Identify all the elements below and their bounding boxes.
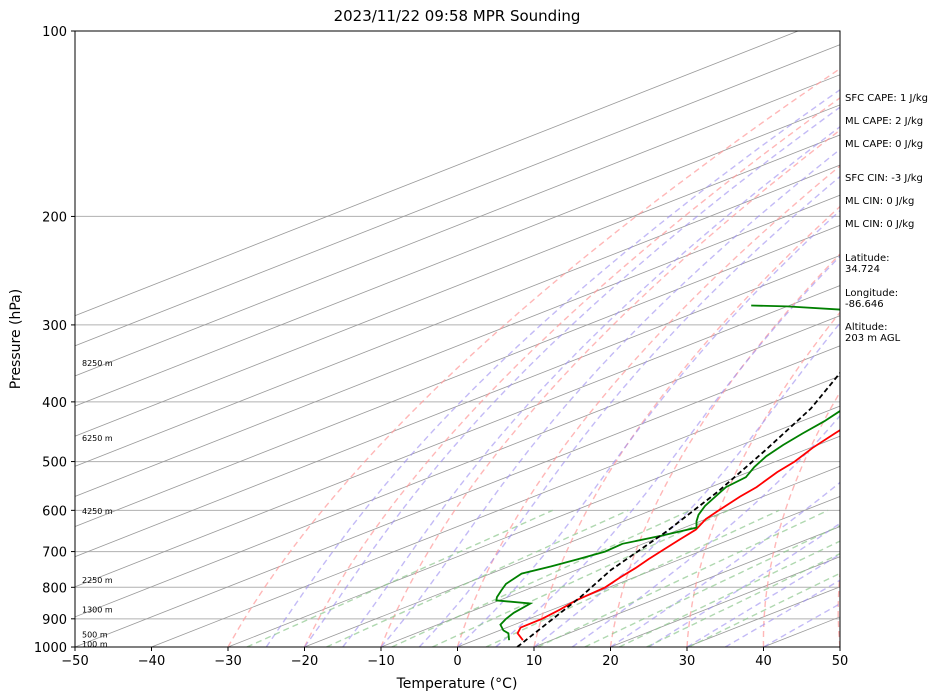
isotherm-line [75, 345, 840, 647]
moist-adiabat-line [303, 106, 840, 647]
x-tick-label: 30 [679, 654, 696, 669]
height-label: 6250 m [82, 434, 113, 443]
y-tick-label: 200 [42, 210, 67, 225]
moist-adiabat-line [495, 255, 840, 647]
dry-adiabat-line [303, 97, 840, 647]
y-tick-label: 600 [42, 504, 67, 519]
dry-adiabat-line [609, 253, 840, 647]
height-label: 500 m [82, 631, 108, 640]
x-tick-label: −40 [138, 654, 165, 669]
isotherm-line [457, 495, 840, 647]
dry-adiabat-line [686, 311, 840, 647]
isotherm-line [75, 164, 840, 467]
isotherm-line [75, 104, 840, 407]
isotherm-line [75, 134, 840, 437]
moist-adiabat-line [648, 522, 840, 647]
isotherm-line [151, 375, 840, 647]
sfc-cape-text: SFC CAPE: 1 J/kg [845, 93, 928, 104]
mixing-ratio-line [646, 552, 840, 647]
x-tick-label: −10 [367, 654, 394, 669]
dry-adiabat-line [837, 567, 840, 647]
plot-frame [74, 30, 841, 648]
isotherm-line [227, 405, 840, 647]
isotherm-line [75, 285, 840, 588]
sounding-traces [495, 304, 840, 647]
y-tick-label: 800 [42, 581, 67, 596]
moist-adiabat-line [342, 125, 840, 647]
isotherm-line [75, 31, 799, 317]
y-tick-label: 900 [42, 613, 67, 628]
altitude-text: Altitude: 203 m AGL [845, 322, 901, 344]
isotherm-line [75, 224, 840, 527]
isotherm-line [304, 435, 840, 647]
y-tick-label: 300 [42, 319, 67, 334]
isotherm-line [533, 526, 840, 647]
dry-adiabat-line [762, 390, 840, 647]
dewpoint-trace [495, 304, 840, 641]
dry-adiabat-line [227, 67, 840, 647]
moist-adiabat-line [380, 148, 840, 647]
longitude-text: Longitude: -86.646 [845, 288, 899, 310]
mixing-ratio-line [688, 572, 840, 647]
parcel-path [516, 371, 840, 647]
height-label: 100 m [82, 640, 108, 649]
x-tick-label: −50 [61, 654, 88, 669]
mixing-ratio-line [584, 524, 840, 647]
moist-adiabat-line [418, 175, 840, 647]
isotherm-line [75, 194, 840, 497]
dry-adiabat-line [533, 205, 840, 647]
height-label: 4250 m [82, 507, 113, 516]
mixing-ratio-line [326, 509, 629, 647]
x-tick-label: −20 [291, 654, 318, 669]
mixing-ratio-line [432, 509, 729, 647]
y-tick-label: 100 [42, 25, 67, 40]
isotherm-line [380, 465, 840, 647]
mixing-ratio-line [485, 509, 780, 647]
latitude-text: Latitude: 34.724 [845, 253, 890, 275]
mu-cin-text: ML CIN: 0 J/kg [845, 219, 915, 230]
x-tick-label: 40 [755, 654, 772, 669]
x-axis-label: Temperature (°C) [396, 676, 518, 692]
x-axis-ticks: −50 −40 −30 −20 −10 0 10 20 30 40 50 [61, 647, 848, 669]
x-tick-label: −30 [214, 654, 241, 669]
background-grid [75, 31, 840, 647]
isotherm-line [75, 315, 840, 618]
x-tick-label: 10 [526, 654, 543, 669]
moist-adiabat-line [686, 553, 840, 647]
mixing-ratio-line [246, 509, 553, 647]
height-label: 1300 m [82, 606, 113, 615]
height-label: 2250 m [82, 576, 113, 585]
y-tick-label: 400 [42, 396, 67, 411]
ml-cin-text: ML CIN: 0 J/kg [845, 196, 915, 207]
x-tick-label: 0 [453, 654, 461, 669]
ml-cape-text: ML CAPE: 2 J/kg [845, 116, 924, 127]
moist-adiabat-line [610, 481, 840, 647]
isotherm-line [75, 74, 840, 377]
mixing-ratio-line [537, 509, 829, 647]
mixing-ratio-line [618, 540, 840, 647]
moist-adiabat-line [265, 88, 840, 647]
chart-title: 2023/11/22 09:58 MPR Sounding [334, 7, 581, 25]
mixing-ratio-line [391, 509, 691, 647]
mu-cape-text: ML CAPE: 0 J/kg [845, 139, 924, 150]
moist-adiabat-line [457, 209, 840, 647]
x-tick-label: 50 [832, 654, 849, 669]
x-tick-label: 20 [602, 654, 619, 669]
y-tick-label: 1000 [34, 641, 67, 656]
dry-adiabat-line [380, 129, 840, 647]
y-axis-ticks: 100 200 300 400 500 600 700 800 900 1000 [34, 25, 75, 656]
y-tick-label: 700 [42, 546, 67, 561]
isotherm-line [75, 44, 840, 347]
y-axis-label: Pressure (hPa) [8, 289, 24, 389]
moist-adiabat-line [571, 414, 840, 647]
sfc-cin-text: SFC CIN: -3 J/kg [845, 173, 923, 184]
height-label: 8250 m [82, 359, 113, 368]
y-tick-label: 500 [42, 456, 67, 471]
